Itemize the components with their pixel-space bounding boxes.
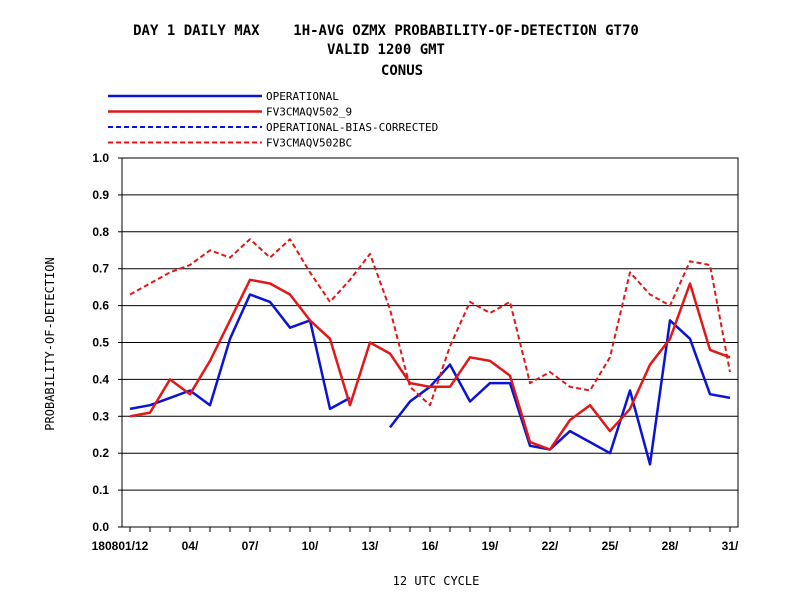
y-tick-label: 0.4 xyxy=(92,372,109,386)
legend-label: FV3CMAQV502_9 xyxy=(266,106,352,119)
x-tick-label: 07/ xyxy=(242,539,259,553)
x-tick-label: 04/ xyxy=(182,539,199,553)
y-tick-label: 0.8 xyxy=(92,225,109,239)
y-tick-label: 0.2 xyxy=(92,446,109,460)
x-tick-label: 22/ xyxy=(542,539,559,553)
y-tick-label: 0.3 xyxy=(92,409,109,423)
x-tick-label: 13/ xyxy=(362,539,379,553)
x-tick-label: 31/ xyxy=(722,539,739,553)
series-layer xyxy=(129,238,731,466)
chart-region: CONUS xyxy=(381,63,423,79)
legend-label: OPERATIONAL-BIAS-CORRECTED xyxy=(266,121,438,134)
series-line-fv3cmaqv502-9 xyxy=(129,278,731,451)
series-line-operational xyxy=(129,293,351,411)
grid xyxy=(122,157,738,528)
legend-label: FV3CMAQV502BC xyxy=(266,137,352,150)
y-tick-label: 0.5 xyxy=(92,336,109,350)
chart-title: DAY 1 DAILY MAX 1H-AVG OZMX PROBABILITY-… xyxy=(133,23,639,39)
y-tick-label: 0.1 xyxy=(92,483,109,497)
y-tick-label: 0.6 xyxy=(92,299,109,313)
chart-subtitle: VALID 1200 GMT xyxy=(327,42,445,58)
x-axis-label: 12 UTC CYCLE xyxy=(393,574,480,588)
x-axis: 180801/12 04/07/10/13/16/19/22/25/28/31/ xyxy=(92,527,739,553)
y-tick-label: 0.9 xyxy=(92,188,109,202)
x-tick-label: 10/ xyxy=(302,539,319,553)
y-axis: 0.0 0.1 0.2 0.3 0.4 0.5 0.6 0.7 0.8 0.9 1.0 xyxy=(92,151,122,534)
y-axis-label: PROBABILITY-OF-DETECTION xyxy=(43,257,57,430)
x-tick-label: 180801/12 xyxy=(92,539,149,553)
series-line-operational xyxy=(389,319,731,466)
series-line-fv3cmaqv502bc xyxy=(129,238,731,407)
x-tick-label: 25/ xyxy=(602,539,619,553)
x-tick-label: 16/ xyxy=(422,539,439,553)
y-tick-label: 0.7 xyxy=(92,262,109,276)
legend-label: OPERATIONAL xyxy=(266,90,339,103)
y-tick-label: 0.0 xyxy=(92,520,109,534)
x-tick-label: 28/ xyxy=(662,539,679,553)
y-tick-label: 1.0 xyxy=(92,151,109,165)
x-tick-label: 19/ xyxy=(482,539,499,553)
legend: OPERATIONAL FV3CMAQV502_9 OPERATIONAL-BIAS… xyxy=(108,90,438,150)
